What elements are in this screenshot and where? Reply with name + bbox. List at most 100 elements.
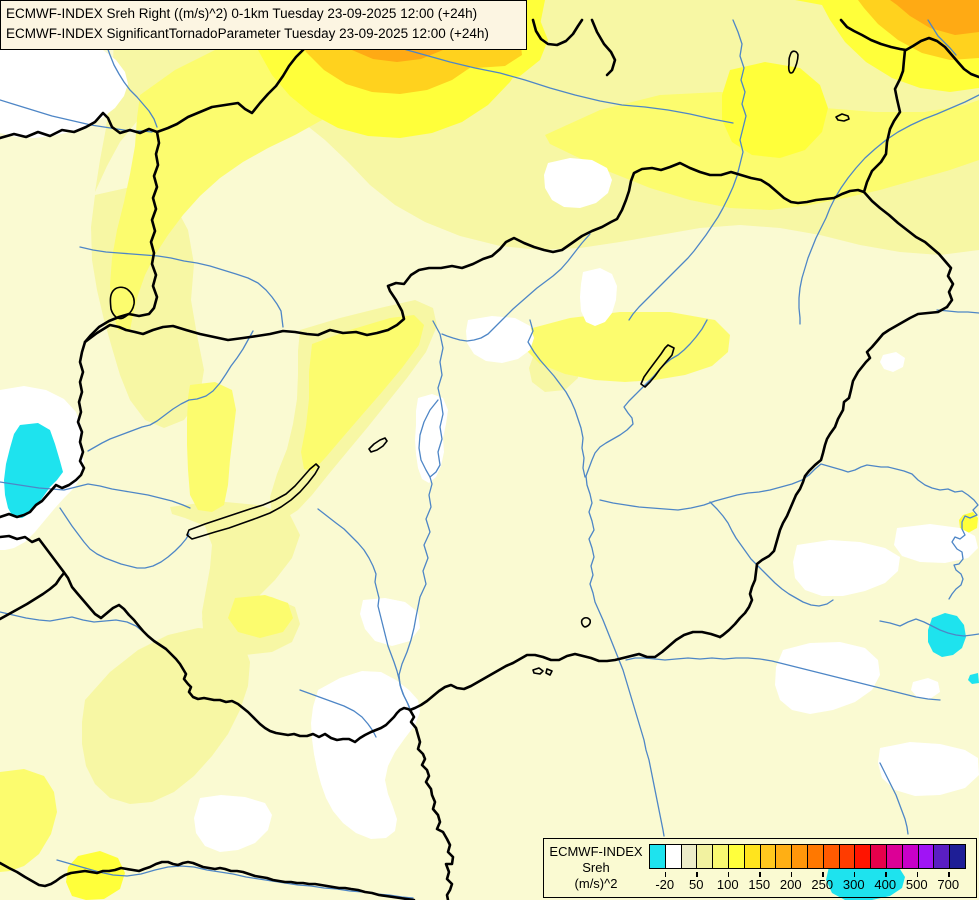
legend-tick — [853, 872, 856, 877]
legend-color-cell-5 — [728, 845, 745, 868]
contour-fills-shape — [187, 382, 236, 512]
cyan-patches-shape — [928, 613, 966, 657]
title-line-1: ECMWF-INDEX Sreh Right ((m/s)^2) 0-1km T… — [6, 6, 478, 21]
legend-tick-label: 700 — [937, 877, 960, 892]
legend-tick — [727, 872, 730, 877]
legend-color-cell-11 — [823, 845, 840, 868]
contour-fills-shape — [775, 642, 880, 714]
legend-color-cell-8 — [776, 845, 793, 868]
legend-color-cell-3 — [697, 845, 714, 868]
legend-color-cell-14 — [871, 845, 887, 868]
lake-small — [835, 113, 850, 122]
contour-fills-shape — [580, 268, 617, 326]
lake-balaton — [186, 463, 320, 540]
legend-tick — [948, 872, 950, 877]
border-segment — [590, 18, 617, 77]
river-segment — [936, 309, 979, 314]
river-segment — [879, 618, 979, 637]
title-line-2: ECMWF-INDEX SignificantTornadoParameter … — [6, 26, 489, 42]
lake-small — [787, 50, 799, 74]
border-segment — [0, 534, 412, 744]
border-segment — [862, 48, 907, 194]
contour-fills-shape — [82, 628, 250, 804]
border-segment — [862, 190, 955, 309]
legend-tick — [885, 872, 887, 877]
border-segment — [408, 708, 455, 900]
legend-color-cell-2 — [681, 845, 698, 868]
legend-tick-label: 100 — [716, 877, 739, 892]
river-segment — [59, 507, 190, 569]
contour-fills-shape — [311, 671, 420, 839]
legend-color-cell-12 — [839, 845, 856, 868]
legend-color-cell-7 — [760, 845, 777, 868]
river-segment — [0, 481, 191, 509]
river-segment — [79, 246, 284, 328]
legend-tick — [822, 872, 824, 877]
legend-tick-label: 200 — [779, 877, 802, 892]
legend-tick-label: 500 — [905, 877, 928, 892]
legend-color-cell-0 — [650, 845, 666, 868]
legend-color-cell-10 — [807, 845, 824, 868]
contour-fills-shape — [301, 315, 424, 471]
lake-ferto — [109, 286, 135, 320]
river-segment — [599, 463, 889, 511]
title-box: ECMWF-INDEX Sreh Right ((m/s)^2) 0-1km T… — [0, 0, 527, 50]
legend-tick-label: -20 — [655, 877, 675, 892]
lake-small — [532, 667, 544, 675]
border-segment — [718, 305, 949, 639]
legend-color-cell-6 — [744, 845, 761, 868]
contour-fills-shape — [722, 62, 828, 158]
contour-fills-shape — [0, 769, 57, 872]
river-danube — [398, 320, 444, 710]
legend-units-label: (m/s)^2 — [574, 876, 618, 892]
border-segment — [408, 630, 722, 712]
contour-fills-shape — [911, 678, 940, 699]
contour-fills-shape — [66, 851, 125, 900]
river-segment — [927, 19, 957, 56]
legend-tick-label: 250 — [811, 877, 834, 892]
legend-color-cell-15 — [886, 845, 903, 868]
river-segment — [0, 611, 142, 631]
contour-fills-shape — [544, 158, 612, 208]
lake-tisza — [640, 344, 675, 388]
legend-tick-label: 400 — [874, 877, 897, 892]
river-segment — [299, 689, 377, 738]
legend-tick-label: 50 — [689, 877, 704, 892]
legend-text: ECMWF-INDEX Sreh (m/s)^2 — [544, 839, 648, 897]
river-segment — [628, 19, 747, 321]
legend-tick — [790, 872, 793, 877]
legend-tick — [759, 872, 761, 877]
river-segment — [418, 399, 439, 478]
river-segment — [56, 859, 414, 899]
river-segment — [399, 47, 734, 124]
legend-color-cell-1 — [665, 845, 682, 868]
border-segment — [0, 130, 161, 519]
legend-color-cell-19 — [950, 845, 965, 868]
river-tisza — [585, 319, 708, 837]
cyan-patches-shape — [968, 673, 979, 684]
contour-fills-shape — [228, 595, 293, 638]
contour-fills-shape — [194, 795, 272, 852]
lake-small — [545, 668, 553, 676]
contour-fills-shape — [880, 352, 905, 372]
legend-color-cell-17 — [918, 845, 935, 868]
border-segment — [839, 18, 979, 79]
legend-color-cell-18 — [934, 845, 951, 868]
legend-tick — [916, 872, 919, 877]
country-borders — [0, 18, 979, 900]
border-segment — [83, 161, 866, 344]
legend-color-cell-16 — [902, 845, 919, 868]
contour-fills-shape — [878, 742, 979, 796]
contour-fills-shape — [793, 540, 900, 596]
cyan-patches-shape — [4, 423, 63, 518]
rivers — [0, 19, 979, 899]
legend-product-label: ECMWF-INDEX — [549, 843, 643, 859]
border-segment — [0, 860, 416, 900]
legend-color-cell-9 — [792, 845, 808, 868]
contour-fills-shape — [110, 35, 358, 330]
contour-fills-shape — [894, 524, 978, 563]
river-segment — [527, 319, 586, 478]
legend-color-cell-4 — [713, 845, 729, 868]
